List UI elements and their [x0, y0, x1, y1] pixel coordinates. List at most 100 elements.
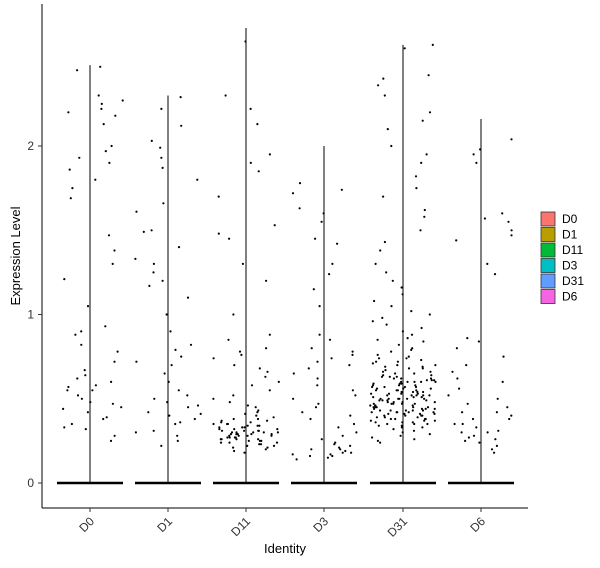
data-point [235, 433, 238, 436]
data-point [428, 433, 431, 436]
data-point [397, 343, 400, 346]
data-point [394, 372, 397, 375]
data-point [428, 111, 432, 114]
data-point [506, 406, 509, 409]
data-point [176, 439, 179, 442]
data-point [384, 369, 387, 372]
data-point [387, 397, 390, 400]
data-point [80, 330, 83, 333]
data-point [312, 288, 315, 291]
data-point [180, 124, 183, 127]
y-tick-label: 1 [27, 308, 34, 322]
data-point [255, 414, 258, 417]
data-point [186, 296, 190, 299]
data-point [412, 429, 416, 432]
data-point [249, 421, 252, 424]
data-point [420, 161, 423, 164]
data-point [382, 374, 385, 377]
data-point [411, 390, 415, 394]
data-point [464, 439, 467, 442]
data-point [401, 421, 404, 424]
data-point [434, 380, 437, 383]
data-point [240, 353, 243, 356]
data-point [63, 426, 66, 429]
data-point [147, 411, 150, 414]
legend-label: D0 [562, 212, 578, 226]
data-point [434, 364, 437, 367]
data-point [318, 333, 321, 336]
data-point [339, 448, 342, 451]
data-point [228, 237, 231, 240]
data-point [423, 208, 426, 212]
series-D31 [369, 43, 437, 485]
data-point [226, 422, 229, 426]
data-point [113, 249, 116, 252]
data-point [238, 350, 242, 353]
data-point [316, 384, 319, 387]
data-point [427, 74, 430, 77]
data-point [479, 148, 482, 151]
series-layer [57, 28, 514, 485]
legend-swatch [540, 227, 556, 242]
data-point [317, 402, 320, 405]
data-point [384, 365, 387, 368]
data-point [493, 451, 496, 454]
data-point [414, 385, 418, 389]
data-point [83, 369, 86, 372]
data-point [340, 188, 343, 191]
data-point [430, 379, 433, 382]
data-point [256, 123, 259, 126]
data-point [74, 333, 77, 336]
data-point [113, 434, 116, 437]
data-point [252, 431, 255, 434]
data-point [400, 382, 403, 385]
data-point [268, 333, 271, 336]
data-point [224, 94, 227, 97]
data-point [422, 390, 425, 394]
data-point [326, 456, 329, 459]
data-point [374, 389, 378, 392]
data-point [266, 370, 269, 373]
data-point [399, 434, 402, 437]
data-point [494, 438, 497, 441]
data-point [422, 340, 425, 343]
data-point [392, 402, 395, 405]
series-D0 [57, 65, 124, 485]
data-point [375, 387, 379, 390]
data-point [396, 360, 399, 363]
data-point [212, 422, 215, 426]
data-point [152, 262, 155, 265]
data-point [134, 431, 137, 434]
data-point [169, 330, 172, 333]
data-point [163, 372, 166, 375]
data-point [403, 412, 406, 415]
data-point [461, 411, 464, 414]
data-point [94, 384, 97, 387]
data-point [374, 262, 377, 265]
data-point [262, 431, 265, 434]
data-point [187, 406, 190, 409]
data-point [389, 409, 392, 412]
data-point [429, 377, 433, 380]
data-point [76, 394, 80, 397]
data-point [510, 414, 513, 417]
data-point [493, 273, 497, 276]
data-point [391, 279, 394, 282]
data-point [62, 407, 65, 410]
data-point [406, 397, 409, 400]
data-point [246, 424, 249, 427]
x-tick-label: D1 [154, 514, 175, 535]
data-point [379, 249, 382, 252]
data-point [419, 229, 422, 232]
y-axis-ticks: 0 1 2 [27, 139, 42, 490]
data-point [397, 397, 400, 400]
data-point [160, 444, 163, 447]
data-point [451, 370, 454, 373]
data-point [196, 404, 200, 407]
data-point [235, 431, 238, 434]
data-point [460, 431, 463, 434]
data-point [298, 182, 302, 185]
data-point [113, 360, 116, 363]
data-point [301, 411, 304, 414]
data-point [349, 444, 352, 447]
